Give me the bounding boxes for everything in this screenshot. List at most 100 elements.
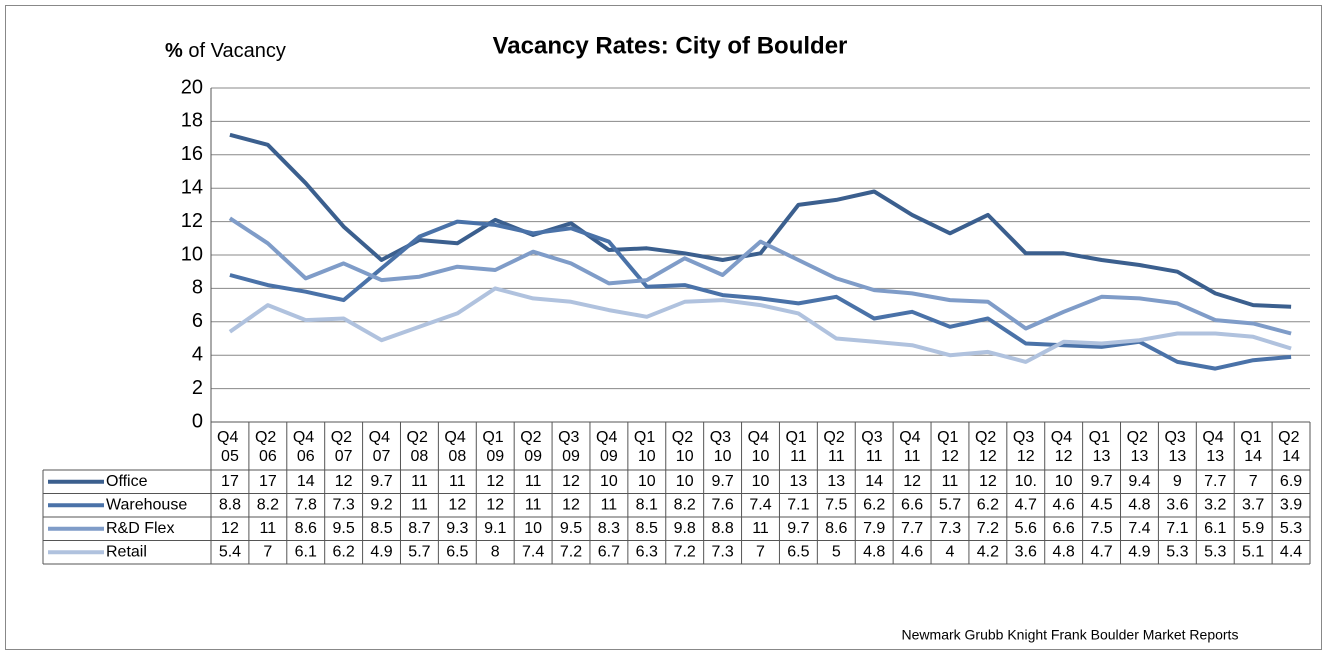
table-value: 9.7 [711,473,733,490]
x-tick-label: Q1 12 [937,429,963,465]
legend-label: R&D Flex [106,520,174,537]
table-value: 9.7 [370,473,392,490]
series-line [229,219,1292,371]
table-value: 11 [449,473,466,490]
x-tick-label: Q2 12 [975,429,1001,465]
table-value: 7.3 [939,520,961,537]
x-tick-label: Q1 13 [1089,429,1115,465]
table-value: 9 [1173,473,1182,490]
table-value: 8.6 [295,520,317,537]
table-value: 8.7 [408,520,430,537]
table-value: 7.7 [901,520,923,537]
x-tick-label: Q1 09 [482,429,508,465]
table-value: 4.9 [370,543,392,560]
table-value: 3.6 [1015,543,1037,560]
table-value: 14 [865,473,883,490]
x-tick-label: Q4 08 [444,429,470,465]
table-value: 7.3 [333,496,355,513]
chart-title: Vacancy Rates: City of Boulder [493,32,848,59]
table-value: 4.7 [1015,496,1037,513]
table-value: 4.8 [863,543,885,560]
table-value: 5.7 [939,496,961,513]
table-value: 7.7 [1204,473,1226,490]
table-value: 6.6 [901,496,923,513]
table-value: 8.5 [636,520,658,537]
y-tick-label: 6 [192,310,203,332]
table-value: 6.5 [787,543,809,560]
table-value: 9.7 [787,520,809,537]
y-tick-label: 8 [192,277,203,299]
table-value: 8.3 [598,520,620,537]
table-value: 5 [832,543,841,560]
table-value: 6.5 [446,543,468,560]
x-tick-label: Q3 12 [1013,429,1039,465]
x-tick-label: Q4 13 [1202,429,1228,465]
table-value: 12 [448,496,466,513]
y-tick-label: 2 [192,377,203,399]
table-value: 5.7 [408,543,430,560]
table-value: 4.8 [1053,543,1075,560]
x-tick-label: Q3 09 [558,429,584,465]
table-value: 7.5 [1090,520,1112,537]
table-value: 9.7 [1090,473,1112,490]
table-value: 11 [525,496,542,513]
table-value: 6.7 [598,543,620,560]
table-value: 11 [601,496,618,513]
x-tick-label: Q4 05 [217,429,243,465]
table-value: 6.2 [977,496,999,513]
table-value: 5.1 [1242,543,1264,560]
x-tick-label: Q4 07 [369,429,395,465]
table-value: 7 [263,543,272,560]
table-value: 8.2 [674,496,696,513]
table-value: 5.4 [219,543,241,560]
x-tick-label: Q4 09 [596,429,622,465]
table-value: 12 [979,473,997,490]
y-tick-label: 20 [181,76,203,98]
x-tick-label: Q4 06 [293,429,319,465]
table-value: 7.3 [711,543,733,560]
table-value: 9.5 [333,520,355,537]
table-value: 8 [491,543,500,560]
x-tick-label: Q2 11 [823,429,849,465]
table-value: 7 [756,543,765,560]
chart-border [5,5,1322,650]
x-tick-label: Q4 10 [748,429,774,465]
table-value: 4.4 [1280,543,1302,560]
y-tick-label: 14 [181,176,203,198]
table-value: 12 [562,496,580,513]
table-value: 11 [411,496,428,513]
table-value: 8.8 [711,520,733,537]
table-value: 12 [903,473,921,490]
x-tick-label: Q2 10 [672,429,698,465]
table-value: 3.6 [1166,496,1188,513]
x-tick-label: Q2 13 [1127,429,1153,465]
table-value: 12 [562,473,580,490]
table-value: 12 [486,473,504,490]
table-value: 9.1 [484,520,506,537]
table-value: 9.5 [560,520,582,537]
table-value: 4.6 [901,543,923,560]
table-value: 6.1 [1204,520,1226,537]
table-value: 7 [1249,473,1258,490]
table-value: 8.6 [825,520,847,537]
legend-label: Office [106,473,148,490]
table-value: 4 [946,543,955,560]
table-value: 11 [942,473,959,490]
table-value: 7.6 [711,496,733,513]
table-value: 6.3 [636,543,658,560]
table-value: 11 [260,520,277,537]
table-value: 9.2 [370,496,392,513]
table-value: 10 [600,473,618,490]
table-value: 8.2 [257,496,279,513]
table-value: 12 [486,496,504,513]
table-value: 5.3 [1280,520,1302,537]
table-value: 4.5 [1090,496,1112,513]
y-tick-label: 12 [181,210,203,232]
table-value: 3.2 [1204,496,1226,513]
y-tick-label: 18 [181,110,203,132]
table-value: 13 [827,473,845,490]
table-value: 6.9 [1280,473,1302,490]
x-tick-label: Q2 14 [1278,429,1304,465]
table-value: 10 [1055,473,1073,490]
